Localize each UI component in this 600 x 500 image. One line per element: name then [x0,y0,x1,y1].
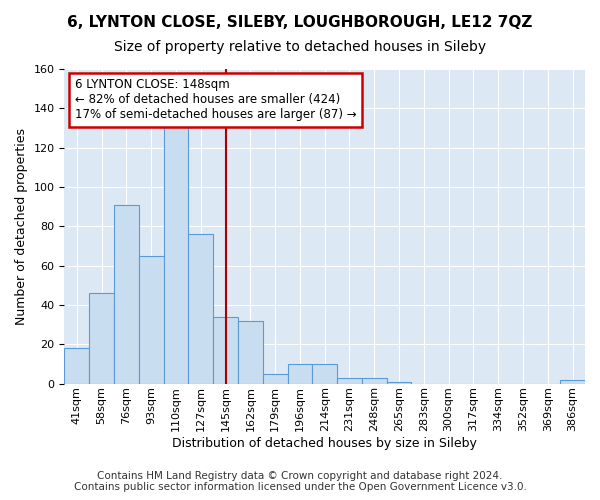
Text: Size of property relative to detached houses in Sileby: Size of property relative to detached ho… [114,40,486,54]
Bar [164,126,188,384]
Text: Contains HM Land Registry data © Crown copyright and database right 2024.
Contai: Contains HM Land Registry data © Crown c… [74,471,526,492]
Bar [313,364,337,384]
Bar [238,320,263,384]
Bar [386,382,412,384]
Y-axis label: Number of detached properties: Number of detached properties [15,128,28,325]
Bar [114,204,139,384]
Bar [560,380,585,384]
Bar [337,378,362,384]
X-axis label: Distribution of detached houses by size in Sileby: Distribution of detached houses by size … [172,437,477,450]
Bar [139,256,164,384]
Bar [362,378,386,384]
Bar [64,348,89,384]
Bar [287,364,313,384]
Text: 6, LYNTON CLOSE, SILEBY, LOUGHBOROUGH, LE12 7QZ: 6, LYNTON CLOSE, SILEBY, LOUGHBOROUGH, L… [67,15,533,30]
Bar [188,234,213,384]
Text: 6 LYNTON CLOSE: 148sqm
← 82% of detached houses are smaller (424)
17% of semi-de: 6 LYNTON CLOSE: 148sqm ← 82% of detached… [75,78,356,122]
Bar [213,316,238,384]
Bar [263,374,287,384]
Bar [89,293,114,384]
